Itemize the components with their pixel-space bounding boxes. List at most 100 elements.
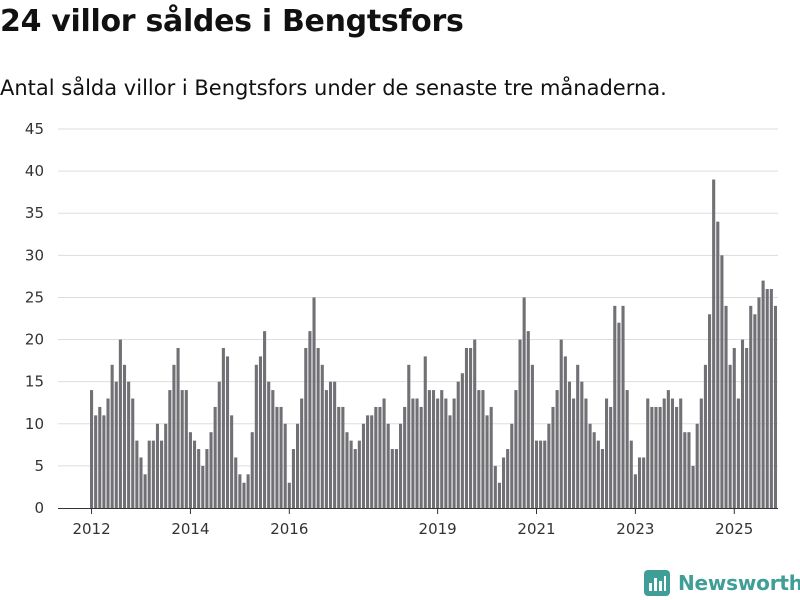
bar [559,339,563,508]
bar [464,347,469,508]
bar [699,398,703,508]
bar [324,390,328,508]
bar [110,364,114,508]
bar [378,406,382,508]
bar [448,415,452,508]
x-tick-label: 2023 [616,520,654,538]
bar [328,381,333,508]
bar [94,415,98,508]
bar [160,440,164,508]
bar [205,449,209,508]
bar [172,364,176,508]
bar [366,415,370,508]
y-tick-label: 5 [34,457,44,475]
bar [164,423,168,508]
bar [633,474,637,508]
bar [431,390,436,508]
bar [201,465,205,508]
bar [724,305,728,508]
bar [370,415,374,508]
bar [765,289,769,508]
bar [399,423,403,508]
bar [551,406,555,508]
bar [197,449,201,508]
bar [345,432,349,508]
bar [168,390,172,508]
bar [267,381,271,508]
bar [539,440,543,508]
bar [263,331,267,508]
bar [679,398,683,508]
highlight-value-label: 24 [770,110,789,114]
page-title: 24 villor såldes i Bengtsfors [0,4,464,39]
bar [617,322,621,508]
bar [749,305,753,508]
bar [304,347,308,508]
newsworthy-logo: Newsworthy [644,570,800,596]
bar [506,449,510,508]
bar [275,406,279,508]
bar [526,331,530,508]
bar [728,364,732,508]
bar [510,423,514,508]
bar [460,373,464,508]
bar [427,390,431,508]
bar [481,390,485,508]
bar [407,364,411,508]
bar [242,482,246,508]
bar [184,390,188,508]
bar [642,457,646,508]
y-tick-label: 10 [25,415,44,433]
bar [469,347,473,508]
bar [176,347,180,508]
bar [695,423,699,508]
bar [580,381,584,508]
bar [555,390,559,508]
bar [530,364,534,508]
y-tick-label: 30 [25,246,44,264]
y-tick-label: 15 [25,373,44,391]
x-tick-label: 2014 [171,520,209,538]
bar [209,432,213,508]
bar [382,398,386,508]
bar [296,423,300,508]
y-tick-label: 40 [25,162,44,180]
bar [291,449,295,508]
bar [600,449,604,508]
bar [155,423,160,508]
bar [151,440,155,508]
bar [444,398,448,508]
bar [271,390,275,508]
bar [361,423,366,508]
bar [349,440,353,508]
bar [625,390,629,508]
data-labels: 24 [770,110,789,114]
bar [658,406,662,508]
bar [473,339,477,508]
bar [217,381,221,508]
bar [135,440,139,508]
bar [118,339,122,508]
bar [605,398,609,508]
bar [415,398,419,508]
bar [147,440,151,508]
bar [547,423,551,508]
y-axis-labels: 0 5 10 15 20 25 30 35 40 45 [25,120,44,517]
bar [543,440,547,508]
bar [489,406,493,508]
bar [708,314,712,508]
bar [411,398,415,508]
y-tick-label: 35 [25,204,44,222]
bar [584,398,588,508]
bar [572,398,576,508]
bar [374,406,378,508]
bar [712,179,716,508]
x-axis: 2012 2014 2016 2019 2021 2023 2025 [58,508,778,538]
bar [687,432,691,508]
bar [102,415,106,508]
bar [419,406,423,508]
bar [337,406,341,508]
y-tick-label: 20 [25,331,44,349]
bar [650,406,654,508]
bar [316,347,320,508]
